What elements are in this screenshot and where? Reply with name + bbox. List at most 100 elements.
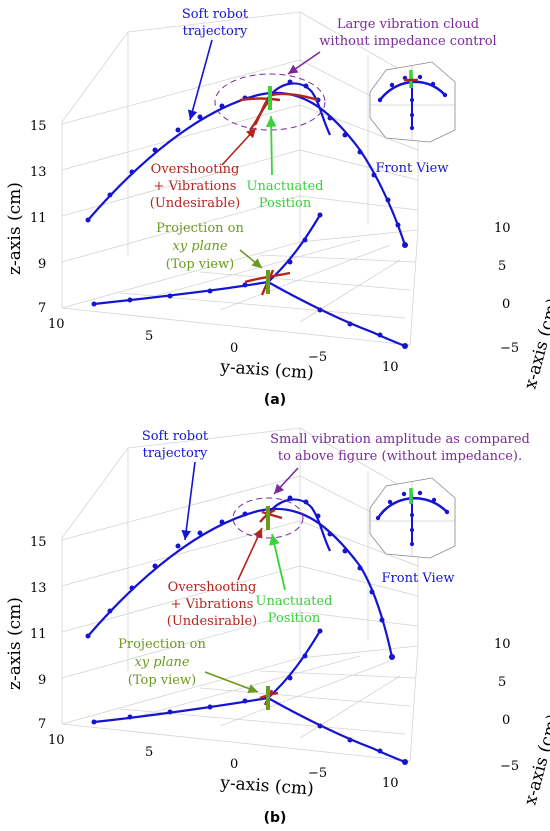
cloud-label-b: Small vibration amplitude as compared to… xyxy=(270,432,530,464)
projection-trajectory2-a xyxy=(267,281,406,348)
x-tick-m5-b: −5 xyxy=(500,759,519,774)
trajectory-points-b xyxy=(85,495,395,660)
y-tick-0-a: 0 xyxy=(230,341,238,356)
projection-label-line3-b: (Top view) xyxy=(128,673,196,688)
trajectory-label-line1-b: Soft robot xyxy=(142,429,209,444)
overshoot-label-a: Overshooting + Vibrations (Undesirable) xyxy=(150,162,240,211)
unactuated-arrow-a xyxy=(265,115,277,176)
projection-label-a: Projection on xy plane (Top view) xyxy=(156,221,244,272)
trajectory-arc-b xyxy=(87,507,394,658)
z-ticks-a: 15 13 11 9 7 xyxy=(30,119,47,316)
unactuated-label-line1-b: Unactuated xyxy=(256,594,333,609)
overshoot-label-line3-a: (Undesirable) xyxy=(150,196,240,211)
panel-b: 15 13 11 9 7 10 5 0 −5 10 10 5 0 −5 z-ax… xyxy=(5,427,550,826)
x-ticks-b: 10 5 0 −5 xyxy=(494,637,519,774)
z-ticks-b: 15 13 11 9 7 xyxy=(30,535,47,732)
x-tick-10-b: 10 xyxy=(494,637,511,652)
trajectory-hook-a xyxy=(267,82,331,136)
front-view-inset-a xyxy=(369,61,456,143)
y-tick-10-a: 10 xyxy=(48,317,65,332)
x-axis-label-a: x-axis (cm) xyxy=(521,296,550,391)
axes-box-a xyxy=(61,11,419,346)
caption-a: (a) xyxy=(264,392,286,408)
projection-trajectory2-b xyxy=(267,697,406,764)
y-tick-m5-b: −5 xyxy=(308,766,327,781)
projection-label-line3-a: (Top view) xyxy=(166,257,234,272)
overshoot-label-line3-b: (Undesirable) xyxy=(167,614,257,629)
x-tick-10-a: 10 xyxy=(494,221,511,236)
projection-label-line2-a: xy plane xyxy=(172,239,227,254)
trajectory-points-a xyxy=(85,79,408,248)
overshoot-label-line2-b: + Vibrations xyxy=(171,597,254,612)
cloud-label-line2-b: to above figure (without impedance). xyxy=(278,449,522,464)
overshoot-arrow-a xyxy=(221,127,257,166)
z-tick-11-b: 11 xyxy=(30,627,47,642)
z-tick-11-a: 11 xyxy=(30,211,47,226)
x-tick-0-a: 0 xyxy=(502,297,510,312)
z-tick-7-b: 7 xyxy=(38,717,46,732)
x-axis-label-b: x-axis (cm) xyxy=(521,712,550,807)
x-tick-0-b: 0 xyxy=(502,713,510,728)
cloud-label-a: Large vibration cloud without impedance … xyxy=(319,17,496,49)
z-tick-15-a: 15 xyxy=(30,119,47,134)
projection-points-a xyxy=(91,212,408,349)
x-tick-5-b: 5 xyxy=(498,675,506,690)
caption-b: (b) xyxy=(264,810,287,826)
trajectory-arrow-a xyxy=(187,39,213,121)
front-view-label-a: Front View xyxy=(376,161,449,176)
vibration-ellipse-a xyxy=(214,73,326,131)
projection-points-b xyxy=(91,628,408,765)
trajectory-label-b: Soft robot trajectory xyxy=(142,429,209,461)
cloud-arrow-a xyxy=(287,51,321,75)
projection-label-line2-b: xy plane xyxy=(134,655,189,670)
y-ticks-a: 10 5 0 −5 10 xyxy=(48,317,399,375)
unactuated-arrow-b xyxy=(269,533,286,591)
overshoot-label-line1-b: Overshooting xyxy=(168,580,257,595)
cloud-arrow-b xyxy=(273,467,299,495)
y-axis-label-b: y-axis (cm) xyxy=(219,773,315,800)
z-tick-9-a: 9 xyxy=(38,257,46,272)
y-tick-10-b: 10 xyxy=(48,733,65,748)
y-tick-0-b: 0 xyxy=(230,757,238,772)
trajectory-arrow-b xyxy=(181,461,196,541)
y-tick-10r-b: 10 xyxy=(382,776,399,791)
x-tick-5-a: 5 xyxy=(498,259,506,274)
z-tick-7-a: 7 xyxy=(38,301,46,316)
trajectory-label-line2-a: trajectory xyxy=(183,24,248,39)
trajectory-hook-b xyxy=(267,498,331,552)
unactuated-label-b: Unactuated Position xyxy=(256,594,333,626)
z-tick-9-b: 9 xyxy=(38,673,46,688)
panel-a: 15 13 11 9 7 10 5 0 −5 10 10 5 0 −5 z-ax… xyxy=(5,7,550,408)
overshoot-label-b: Overshooting + Vibrations (Undesirable) xyxy=(167,580,257,629)
z-tick-15-b: 15 xyxy=(30,535,47,550)
x-tick-m5-a: −5 xyxy=(500,341,519,356)
cloud-label-line1-b: Small vibration amplitude as compared xyxy=(270,432,530,447)
y-tick-5-b: 5 xyxy=(145,745,153,760)
overshoot-label-line2-a: + Vibrations xyxy=(154,179,237,194)
z-axis-label-a: z-axis (cm) xyxy=(5,182,25,275)
front-view-label-b: Front View xyxy=(382,571,455,586)
trajectory-label-a: Soft robot trajectory xyxy=(182,7,249,39)
y-ticks-b: 10 5 0 −5 10 xyxy=(48,733,399,791)
vibration-ellipse-b xyxy=(232,497,304,539)
z-tick-13-a: 13 xyxy=(30,165,47,180)
y-tick-m5-a: −5 xyxy=(308,350,327,365)
projection-label-line1-b: Projection on xyxy=(118,637,206,652)
y-axis-label-a: y-axis (cm) xyxy=(219,357,315,384)
projection-arrow-a xyxy=(239,249,263,269)
front-view-inset-b xyxy=(369,477,456,559)
cloud-label-line1-a: Large vibration cloud xyxy=(337,17,479,32)
projection-arrow-b xyxy=(204,671,259,694)
z-tick-13-b: 13 xyxy=(30,581,47,596)
cloud-label-line2-a: without impedance control xyxy=(319,34,496,49)
trajectory-label-line2-b: trajectory xyxy=(143,446,208,461)
y-tick-10r-a: 10 xyxy=(382,360,399,375)
unactuated-label-line2-a: Position xyxy=(259,196,312,211)
projection-label-b: Projection on xy plane (Top view) xyxy=(118,637,206,688)
projection-label-line1-a: Projection on xyxy=(156,221,244,236)
y-tick-5-a: 5 xyxy=(145,329,153,344)
unactuated-label-a: Unactuated Position xyxy=(247,179,324,211)
trajectory-label-line1-a: Soft robot xyxy=(182,7,249,22)
vibration-cloud-b xyxy=(259,508,283,523)
